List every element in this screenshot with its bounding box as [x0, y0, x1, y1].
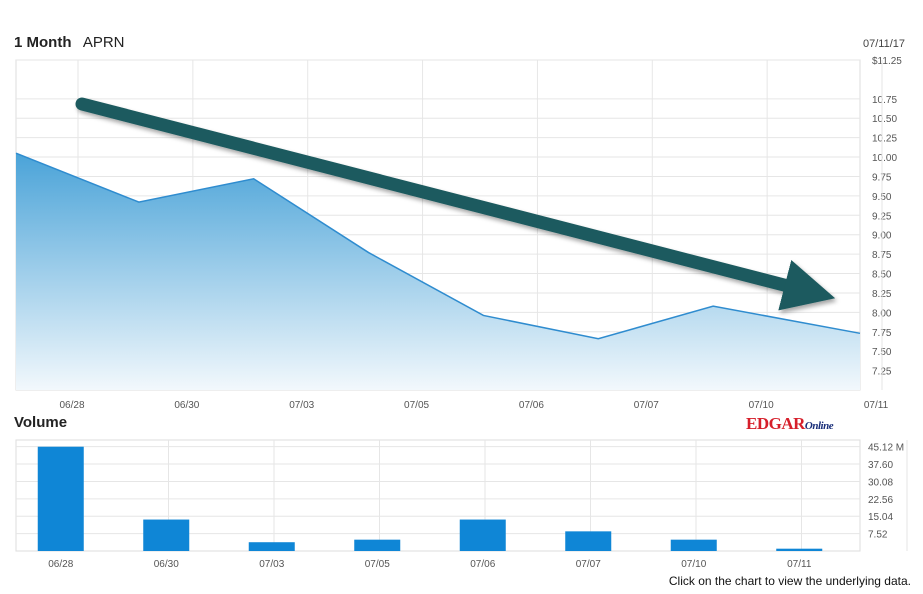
volume-title: Volume — [14, 414, 68, 431]
volume-bar — [776, 548, 823, 551]
price-y-tick-label: 10.75 — [872, 95, 897, 106]
volume-bar — [459, 519, 506, 551]
trend-arrow — [75, 97, 836, 311]
volume-bar — [37, 446, 84, 551]
volume-x-tick-label: 07/07 — [576, 559, 601, 570]
volume-bar — [143, 519, 190, 551]
period-label: 1 Month — [14, 34, 72, 51]
price-area — [16, 153, 860, 390]
price-x-tick-label: 06/28 — [59, 400, 84, 411]
volume-x-tick-label: 07/03 — [259, 559, 284, 570]
price-y-tick-label: $11.25 — [872, 56, 902, 67]
volume-bar — [565, 531, 612, 551]
edgar-logo-text: EDGAR — [746, 414, 805, 433]
volume-plot-area — [15, 439, 861, 552]
price-x-tick-label: 07/07 — [634, 400, 659, 411]
volume-x-tick-label: 07/05 — [365, 559, 390, 570]
price-line — [15, 152, 861, 340]
price-x-tick-label: 07/10 — [749, 400, 774, 411]
price-x-tick-label: 07/06 — [519, 400, 544, 411]
price-y-tick-label: 10.00 — [872, 153, 897, 164]
volume-y-tick-label: 37.60 — [868, 460, 893, 471]
volume-y-tick-label: 7.52 — [868, 530, 888, 541]
price-x-tick-label: 06/30 — [174, 400, 199, 411]
chart-title: 1 Month APRN — [14, 34, 125, 51]
edgar-online-logo: EDGAROnline — [746, 414, 834, 434]
volume-x-tick-label: 07/10 — [681, 559, 706, 570]
price-x-tick-label: 07/03 — [289, 400, 314, 411]
ticker-label: APRN — [82, 34, 125, 51]
volume-y-tick-label: 15.04 — [868, 512, 893, 523]
price-y-tick-label: 10.50 — [872, 114, 897, 125]
volume-x-tick-label: 07/06 — [470, 559, 495, 570]
volume-y-tick-label: 30.08 — [868, 477, 893, 488]
volume-x-tick-label: 07/11 — [787, 559, 812, 570]
price-x-tick-label: 07/11 — [864, 400, 889, 411]
volume-x-tick-label: 06/30 — [154, 559, 179, 570]
price-y-tick-label: 10.25 — [872, 134, 897, 145]
online-logo-text: Online — [804, 420, 834, 432]
footer-note: Click on the chart to view the underlyin… — [668, 574, 911, 588]
chart-date: 07/11/17 — [862, 38, 905, 50]
volume-x-tick-label: 06/28 — [48, 559, 73, 570]
price-x-tick-label: 07/05 — [404, 400, 429, 411]
volume-bar — [248, 542, 295, 551]
volume-y-tick-label: 22.56 — [868, 495, 893, 506]
volume-bar — [670, 539, 717, 551]
volume-y-tick-label: 45.12 M — [868, 443, 904, 454]
volume-bar — [354, 539, 401, 551]
